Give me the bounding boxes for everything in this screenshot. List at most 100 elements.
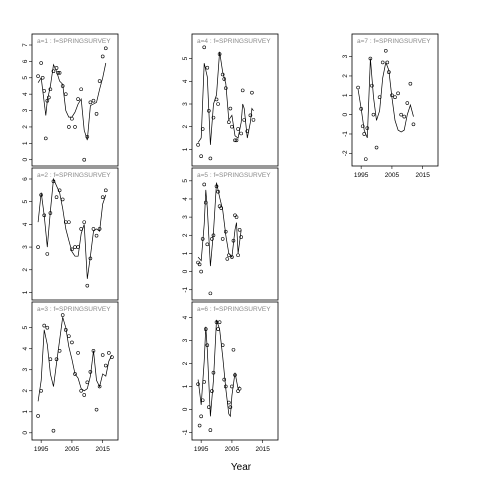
data-point	[107, 351, 111, 355]
series-line	[37, 62, 107, 141]
data-point	[196, 382, 200, 386]
y-tick-label: -1	[342, 131, 349, 137]
data-point	[405, 101, 410, 105]
data-point	[47, 95, 51, 100]
data-point	[200, 237, 205, 241]
data-point	[216, 189, 220, 194]
data-point	[57, 71, 62, 75]
data-point	[79, 388, 83, 393]
data-point	[227, 400, 231, 405]
y-tick-label: 0	[182, 269, 189, 273]
data-point	[210, 237, 214, 241]
series-line	[357, 58, 414, 139]
data-point	[36, 74, 40, 78]
data-point	[79, 227, 83, 231]
data-point	[57, 349, 62, 353]
data-point	[57, 188, 62, 193]
data-point	[39, 388, 43, 393]
data-point	[240, 88, 245, 93]
y-tick-label: 3	[182, 215, 189, 219]
panel-frame	[31, 301, 119, 441]
data-point	[242, 118, 247, 122]
data-point	[223, 86, 228, 90]
data-point	[214, 184, 219, 189]
data-point	[60, 197, 65, 202]
x-tick-label: 2005	[385, 172, 400, 179]
data-point	[399, 112, 403, 117]
y-tick-label: 1	[182, 384, 189, 388]
data-point	[85, 134, 90, 139]
data-point	[360, 124, 365, 129]
x-axis-label: Year	[231, 462, 252, 473]
y-tick-label: 2	[182, 361, 189, 365]
y-tick-label: 6	[22, 59, 29, 63]
data-point	[408, 81, 413, 86]
x-tick-label: 2005	[225, 446, 240, 453]
panel-strip-label: a=5 : f=SPRINGSURVEY	[197, 172, 271, 179]
y-tick-label: 4	[182, 315, 189, 319]
data-point	[228, 106, 233, 111]
panel-strip-label: a=6 : f=SPRINGSURVEY	[197, 306, 271, 313]
data-point	[251, 118, 256, 122]
data-point	[396, 91, 400, 96]
data-point	[85, 283, 90, 288]
data-point	[211, 233, 216, 238]
data-point	[210, 389, 214, 393]
data-point	[67, 220, 71, 224]
data-point	[203, 327, 208, 331]
data-point	[237, 386, 242, 391]
data-point	[196, 143, 200, 147]
data-point	[202, 380, 207, 384]
data-point	[211, 115, 216, 120]
data-point	[230, 255, 234, 259]
y-tick-label: 5	[182, 179, 189, 183]
panel-frame	[31, 33, 119, 167]
data-point	[234, 215, 239, 219]
data-point	[202, 45, 207, 50]
data-point	[411, 122, 416, 127]
data-point	[103, 46, 108, 51]
data-point	[402, 114, 407, 119]
panel-frame	[191, 33, 279, 167]
data-point	[220, 237, 225, 241]
data-point	[207, 405, 211, 409]
panel-strip-label: a=3 : f=SPRINGSURVEY	[37, 306, 111, 313]
data-point	[70, 340, 74, 345]
data-point	[42, 323, 47, 328]
y-tick-label: 2	[342, 74, 349, 78]
data-point	[208, 428, 213, 432]
y-tick-label: 5	[182, 56, 189, 60]
data-point	[54, 357, 59, 362]
data-point	[377, 95, 382, 100]
data-point	[100, 353, 105, 357]
data-point	[230, 124, 234, 129]
y-tick-label: 0	[22, 431, 29, 435]
y-tick-label: 5	[22, 200, 29, 204]
panel-strip-label: a=2 : f=SPRINGSURVEY	[37, 172, 111, 179]
panel-p3: a=3 : f=SPRINGSURVEY 0 1 2 3 4 5 1995 2005 2015	[22, 301, 119, 453]
data-point	[233, 138, 237, 143]
panel-frame	[31, 167, 119, 301]
data-point	[211, 370, 216, 375]
x-tick-label: 1995	[34, 446, 49, 453]
panel-p4: a=4 : f=SPRINGSURVEY 1 2 3 4 5	[182, 33, 279, 167]
data-point	[63, 328, 68, 332]
data-point	[97, 79, 102, 83]
data-point	[60, 313, 65, 317]
data-point	[39, 61, 43, 65]
data-point	[207, 109, 211, 113]
data-point	[359, 107, 363, 111]
y-tick-label: 4	[182, 79, 189, 83]
data-point	[222, 377, 227, 382]
data-point	[239, 131, 243, 136]
data-point	[199, 154, 203, 158]
data-point	[225, 257, 230, 261]
data-point	[202, 182, 207, 187]
data-point	[88, 370, 93, 374]
data-point	[208, 291, 213, 296]
y-tick-label: 4	[22, 92, 29, 96]
x-tick-label: 2015	[255, 446, 270, 453]
data-point	[82, 157, 87, 162]
data-point	[88, 256, 93, 261]
